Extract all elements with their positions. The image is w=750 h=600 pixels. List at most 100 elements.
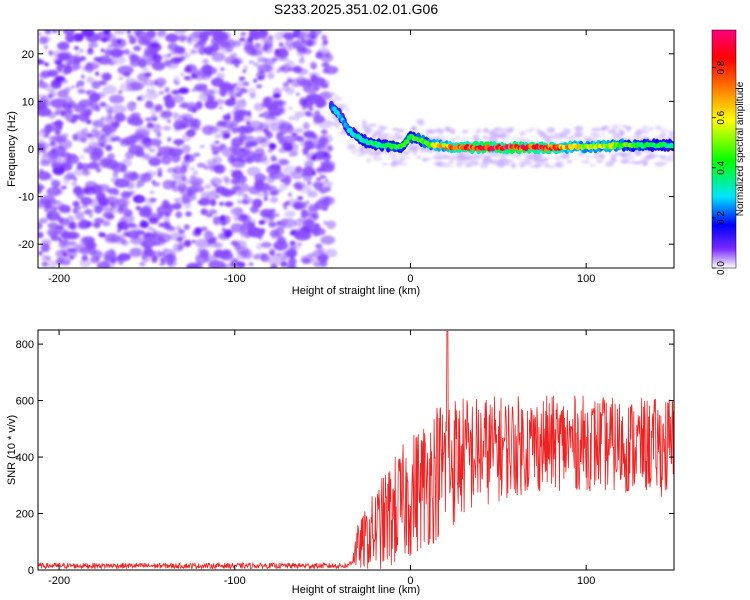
heatmap-noise-blob: [492, 134, 501, 138]
heatmap-noise-blob: [75, 52, 80, 57]
heatmap-noise-blob: [149, 197, 157, 203]
heatmap-noise-blob: [467, 160, 478, 164]
heatmap-noise-blob: [38, 251, 43, 256]
heatmap-noise-blob: [294, 218, 304, 227]
heatmap-noise-blob: [148, 138, 162, 147]
heatmap-noise-blob: [38, 58, 43, 65]
heatmap-noise-blob: [89, 249, 103, 258]
heatmap-noise-blob: [200, 208, 208, 216]
heatmap-noise-blob: [208, 260, 226, 268]
heatmap-noise-blob: [164, 101, 171, 106]
heatmap-noise-blob: [607, 129, 617, 134]
heatmap-noise-blob: [378, 133, 383, 140]
heatmap-noise-blob: [99, 101, 107, 107]
heatmap-noise-blob: [249, 30, 258, 35]
x-tick-label: -200: [48, 575, 70, 587]
heatmap-noise-blob: [178, 87, 190, 94]
heatmap-noise-blob: [392, 159, 402, 166]
heatmap-noise-blob: [133, 229, 142, 234]
heatmap-noise-blob: [303, 132, 310, 136]
heatmap-noise-blob: [416, 123, 427, 127]
heatmap-noise-blob: [567, 135, 576, 141]
heatmap-noise-blob: [119, 138, 131, 147]
heatmap-noise-blob: [139, 261, 146, 267]
heatmap-noise-blob: [297, 184, 312, 194]
heatmap-noise-blob: [386, 133, 394, 138]
heatmap-noise-blob: [180, 72, 184, 77]
heatmap-noise-blob: [240, 32, 247, 37]
heatmap-noise-blob: [165, 60, 179, 69]
heatmap-noise-blob: [123, 209, 133, 217]
heatmap-noise-blob: [230, 207, 244, 216]
heatmap-noise-blob: [38, 222, 43, 231]
heatmap-noise-blob: [118, 76, 124, 81]
heatmap-noise-blob: [80, 163, 92, 170]
heatmap-noise-blob: [258, 220, 266, 225]
heatmap-noise-blob: [312, 154, 317, 160]
heatmap-noise-blob: [100, 134, 106, 139]
heatmap-noise-blob: [186, 262, 200, 268]
heatmap-noise-blob: [302, 80, 307, 84]
heatmap-noise-blob: [236, 199, 243, 204]
heatmap-noise-blob: [220, 41, 231, 48]
heatmap-noise-blob: [122, 48, 130, 55]
heatmap-noise-blob: [165, 223, 171, 230]
heatmap-noise-blob: [210, 177, 223, 186]
heatmap-noise-blob: [76, 80, 85, 86]
heatmap-noise-blob: [272, 157, 277, 161]
heatmap-noise-blob: [90, 255, 100, 264]
heatmap-noise-blob: [224, 177, 230, 185]
heatmap-noise-blob: [83, 147, 88, 153]
heatmap-noise-blob: [268, 255, 283, 266]
heatmap-noise-blob: [215, 98, 225, 105]
heatmap-noise-blob: [296, 68, 309, 75]
heatmap-noise-blob: [238, 77, 245, 82]
heatmap-noise-blob: [59, 69, 63, 73]
heatmap-noise-blob: [88, 42, 99, 48]
x-tick-label: 0: [407, 273, 413, 285]
heatmap-noise-blob: [294, 182, 297, 186]
heatmap-cells: [38, 30, 674, 268]
heatmap-noise-blob: [125, 151, 134, 160]
heatmap-noise-blob: [621, 160, 629, 163]
heatmap-noise-blob: [145, 40, 152, 48]
heatmap-noise-blob: [64, 61, 72, 66]
heatmap-noise-blob: [254, 136, 267, 144]
heatmap-noise-blob: [134, 149, 145, 158]
heatmap-noise-blob: [81, 30, 95, 37]
heatmap-noise-blob: [438, 135, 447, 139]
heatmap-noise-blob: [102, 211, 114, 219]
heatmap-noise-blob: [600, 132, 606, 136]
heatmap-noise-blob: [178, 184, 188, 191]
snr-y-label: SNR (10 * v/v): [6, 415, 18, 485]
heatmap-noise-blob: [566, 159, 573, 164]
heatmap-noise-blob: [475, 128, 482, 134]
heatmap-noise-blob: [85, 90, 91, 94]
heatmap-noise-blob: [307, 203, 319, 212]
heatmap-noise-blob: [57, 89, 69, 99]
heatmap-noise-blob: [44, 83, 58, 92]
heatmap-noise-blob: [482, 162, 491, 165]
heatmap-noise-blob: [111, 38, 127, 48]
heatmap-noise-blob: [104, 104, 112, 112]
heatmap-noise-blob: [183, 239, 192, 248]
heatmap-noise-blob: [246, 166, 261, 177]
heatmap-noise-blob: [228, 189, 237, 196]
heatmap-noise-blob: [323, 152, 329, 157]
heatmap-noise-blob: [85, 240, 96, 250]
heatmap-noise-blob: [66, 248, 74, 253]
heatmap-noise-blob: [234, 63, 239, 68]
heatmap-noise-blob: [230, 223, 244, 233]
heatmap-noise-blob: [154, 106, 163, 113]
signal-trace-core: [345, 124, 350, 130]
heatmap-noise-blob: [319, 174, 327, 179]
heatmap-noise-blob: [156, 251, 166, 257]
heatmap-noise-blob: [44, 45, 48, 50]
heatmap-noise-blob: [321, 34, 328, 41]
y-tick-label: 0: [28, 144, 34, 156]
heatmap-noise-blob: [280, 64, 291, 74]
heatmap-noise-blob: [95, 221, 101, 227]
heatmap-noise-blob: [81, 127, 89, 136]
heatmap-noise-blob: [109, 104, 127, 115]
signal-trace-core: [670, 143, 674, 149]
